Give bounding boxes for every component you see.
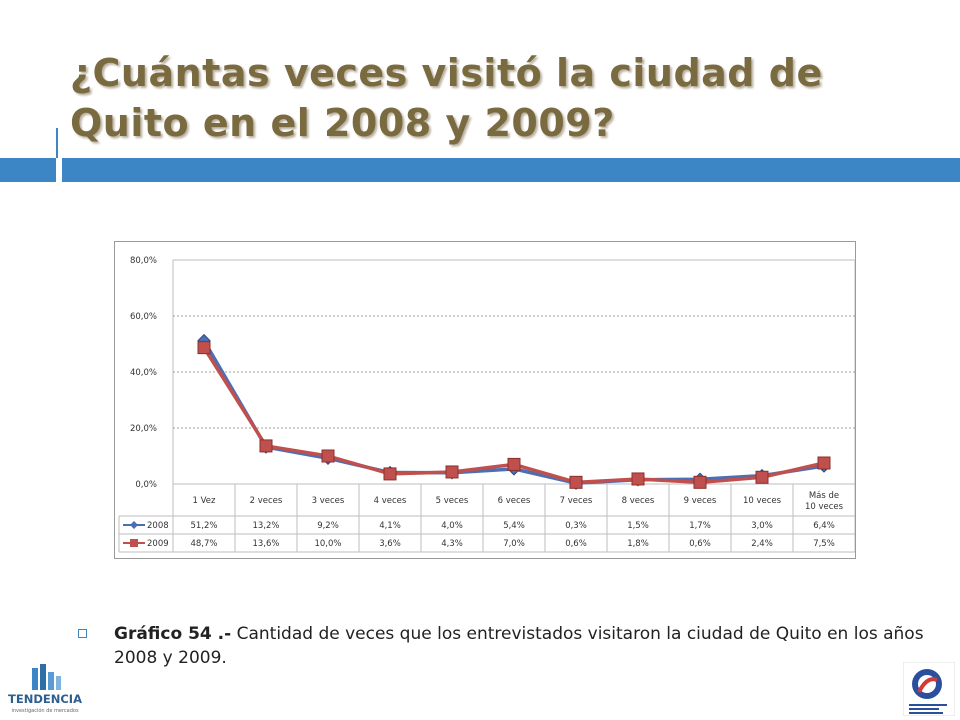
x-category-label: Más de [809, 491, 839, 501]
bullet-icon [78, 629, 87, 638]
data-point-2009 [197, 341, 211, 355]
data-label-2008: 13,2% [252, 521, 279, 531]
data-label-2009: 48,7% [190, 539, 217, 549]
line-chart: 80,0% 60,0% 40,0% 20,0% 0,0% 1 Vez 2 veces 3 ve… [118, 256, 856, 553]
y-tick-label: 80,0% [130, 256, 157, 266]
data-label-2008: 1,7% [689, 521, 711, 531]
data-label-2008: 1,5% [627, 521, 649, 531]
x-category-label: 1 Vez [193, 496, 216, 506]
data-label-2009: 7,5% [813, 539, 835, 549]
data-point-2009 [445, 465, 459, 479]
data-point-2009 [817, 456, 831, 470]
data-label-2008: 51,2% [190, 521, 217, 531]
accent-bar-gap [56, 158, 62, 182]
y-tick-label: 60,0% [130, 312, 157, 322]
quito-turismo-logo [902, 661, 956, 717]
x-category-label: 9 veces [684, 496, 717, 506]
x-category-label: 6 veces [498, 496, 531, 506]
legend-marker-2008 [130, 521, 138, 529]
chart-area: 80,0% 60,0% 40,0% 20,0% 0,0% 1 Vez 2 veces 3 ve… [114, 241, 856, 559]
data-label-2008: 9,2% [317, 521, 339, 531]
x-category-label: 5 veces [436, 496, 469, 506]
data-point-2009 [383, 467, 397, 481]
tendencia-logo-text: TENDENCIA [8, 692, 82, 706]
caption-text: Cantidad de veces que los entrevistados … [114, 624, 924, 668]
accent-bar-vertical [56, 128, 58, 158]
data-label-2009: 10,0% [314, 539, 341, 549]
data-point-2009 [321, 449, 335, 463]
tendencia-logo-subtext: investigación de mercados [11, 707, 79, 714]
data-point-2009 [569, 475, 583, 489]
data-label-2008: 0,3% [565, 521, 587, 531]
legend-label-2008: 2008 [147, 521, 169, 531]
accent-bar-main [62, 158, 960, 182]
data-label-2009: 2,4% [751, 539, 773, 549]
y-tick-label: 20,0% [130, 424, 157, 434]
data-label-2008: 6,4% [813, 521, 835, 531]
x-category-label: 10 veces [743, 496, 782, 506]
x-category-label: 7 veces [560, 496, 593, 506]
data-label-2009: 4,3% [441, 539, 463, 549]
data-label-2009: 13,6% [252, 539, 279, 549]
y-tick-label: 0,0% [135, 480, 157, 490]
legend-marker-2009 [130, 539, 138, 547]
data-label-2009: 0,6% [565, 539, 587, 549]
x-category-label: 10 veces [805, 502, 844, 512]
slide-title: ¿Cuántas veces visitó la ciudad de Quito… [70, 51, 823, 145]
x-category-label: 2 veces [250, 496, 283, 506]
data-label-2008: 4,1% [379, 521, 401, 531]
accent-bar-left [0, 158, 56, 182]
y-tick-label: 40,0% [130, 368, 157, 378]
data-point-2009 [693, 475, 707, 489]
data-label-2009: 1,8% [627, 539, 649, 549]
data-point-2009 [755, 470, 769, 484]
tendencia-logo: TENDENCIA investigación de mercados [2, 662, 88, 716]
x-category-label: 3 veces [312, 496, 345, 506]
data-label-2008: 4,0% [441, 521, 463, 531]
data-label-2009: 7,0% [503, 539, 525, 549]
data-label-2008: 5,4% [503, 521, 525, 531]
data-point-2009 [507, 457, 521, 471]
x-category-label: 8 veces [622, 496, 655, 506]
figure-caption: Gráfico 54 .- Cantidad de veces que los … [78, 622, 928, 670]
data-point-2009 [631, 472, 645, 486]
x-category-label: 4 veces [374, 496, 407, 506]
legend-label-2009: 2009 [147, 539, 169, 549]
data-label-2009: 0,6% [689, 539, 711, 549]
data-label-2008: 3,0% [751, 521, 773, 531]
data-label-2009: 3,6% [379, 539, 401, 549]
caption-label: Gráfico 54 .- [114, 624, 232, 644]
data-point-2009 [259, 439, 273, 453]
